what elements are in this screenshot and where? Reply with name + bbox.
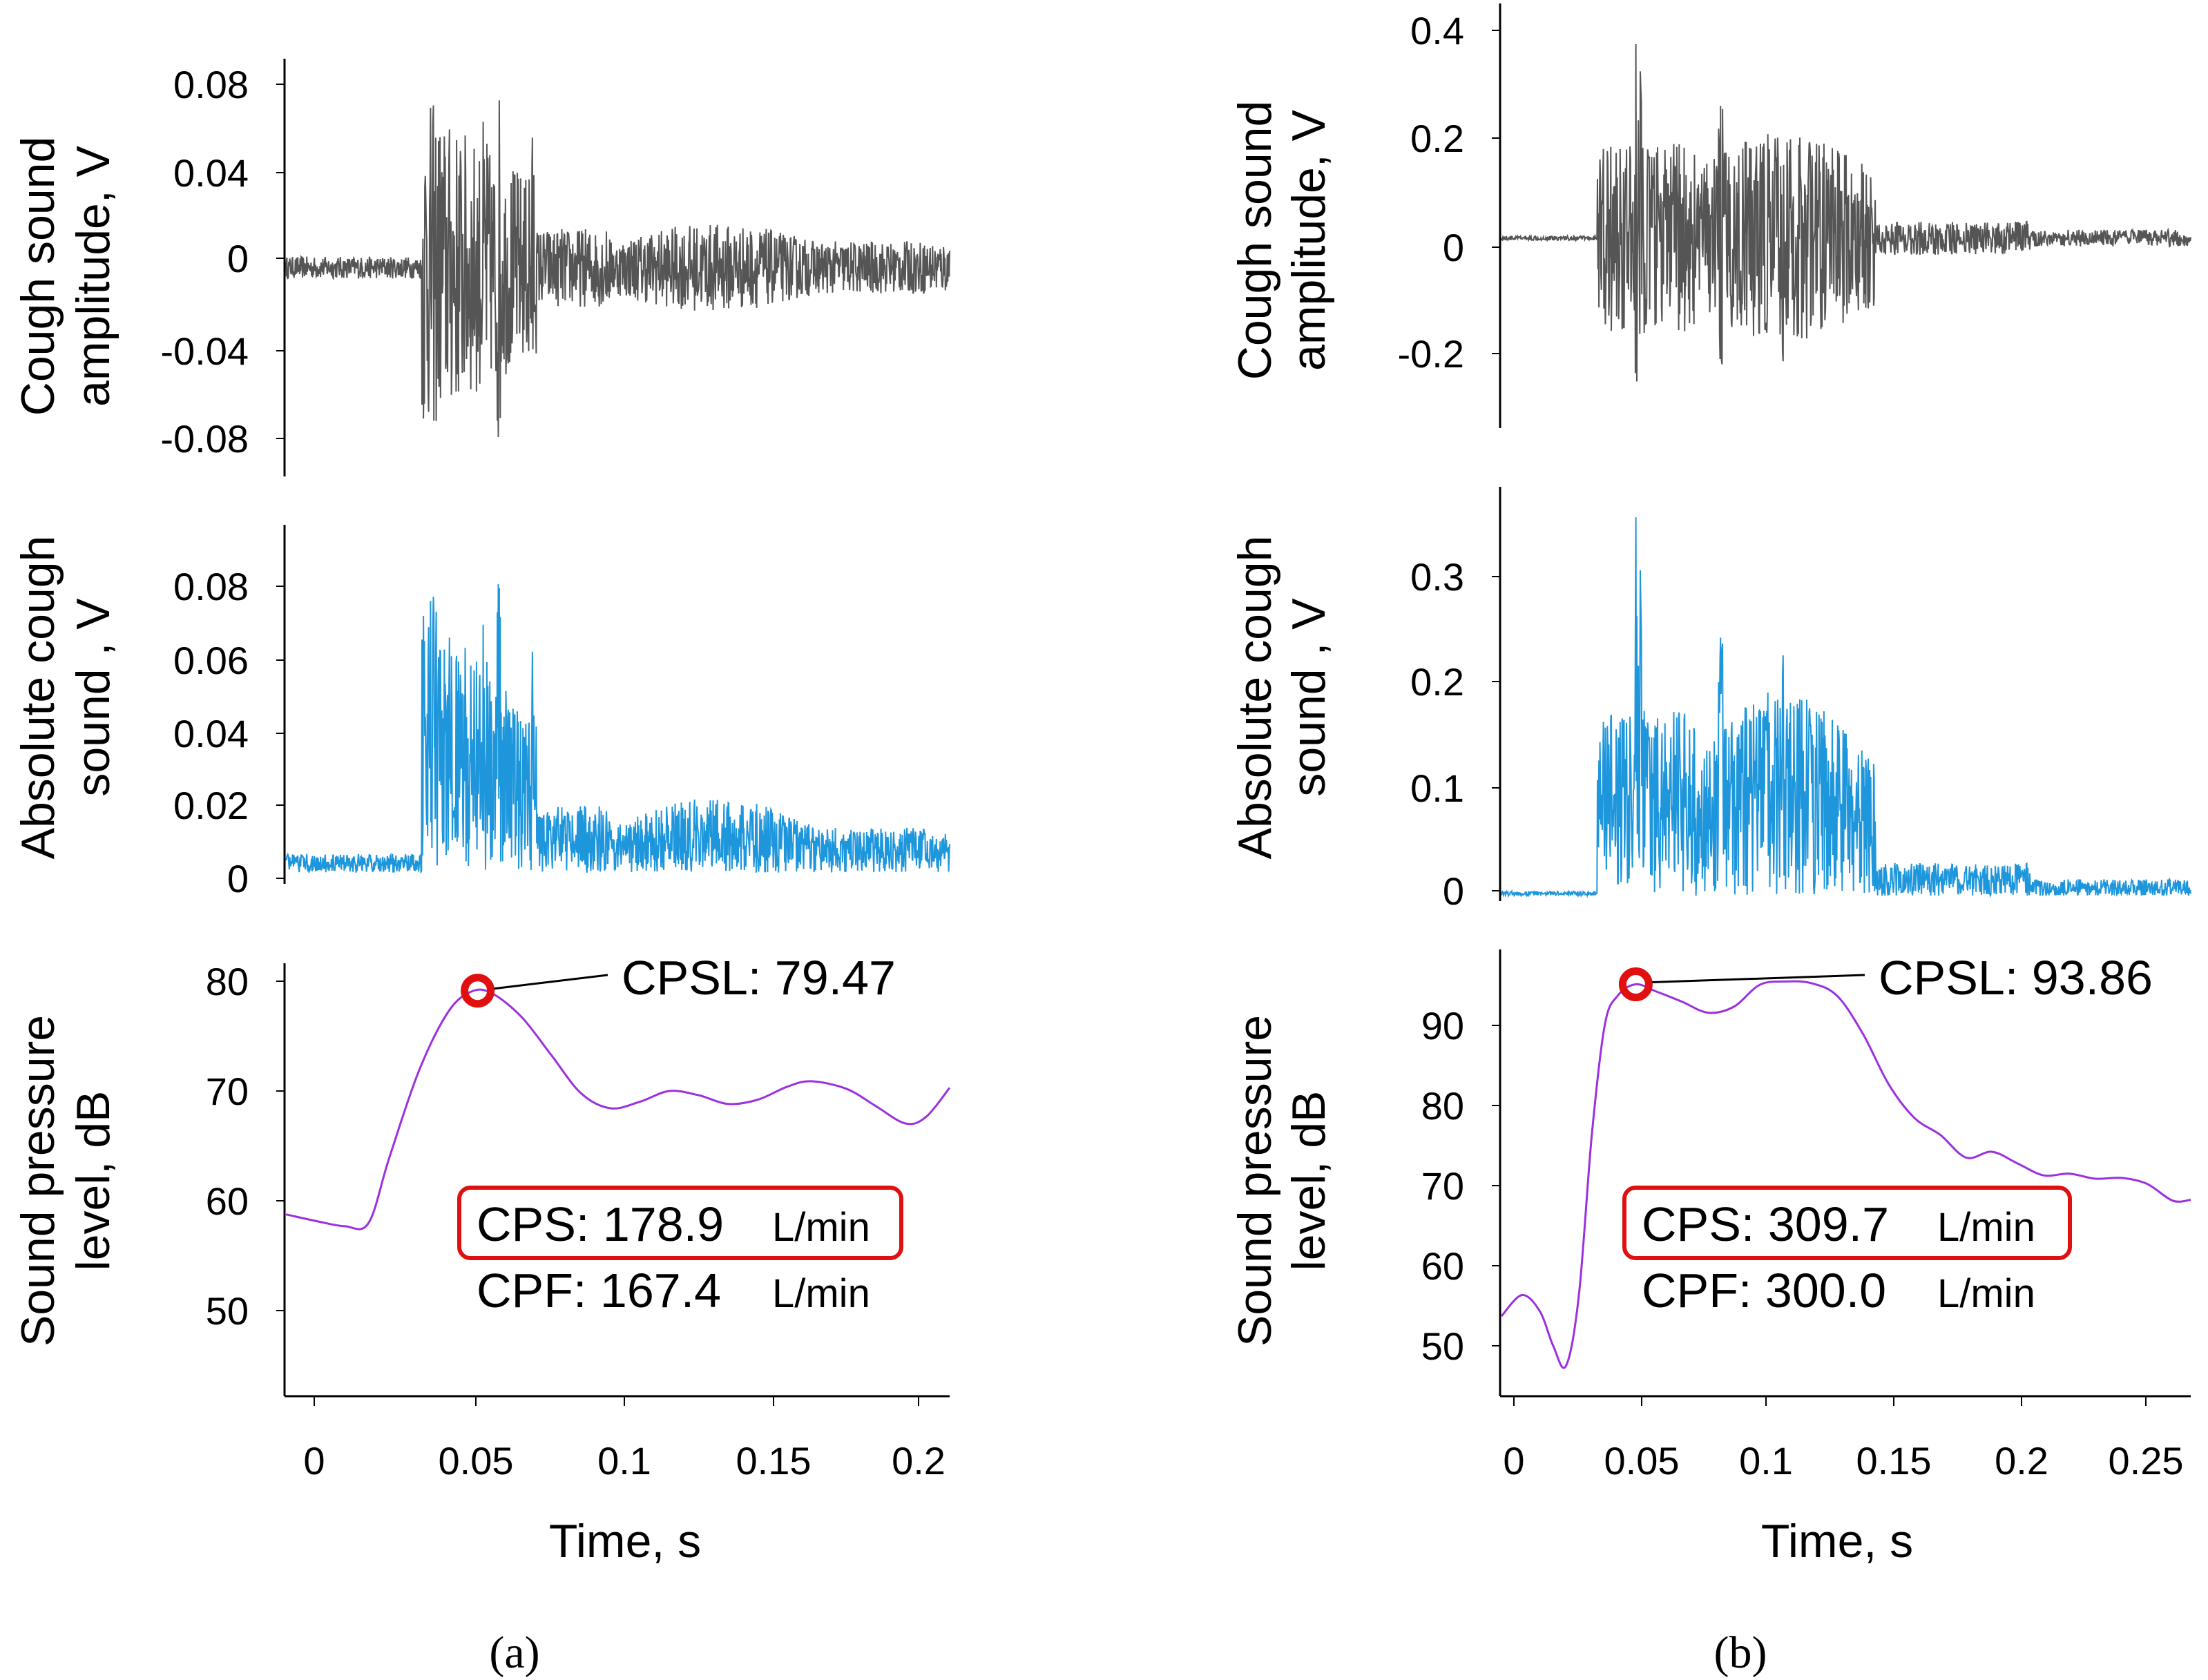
ytick-label: 0.08 xyxy=(173,565,249,608)
panel-b-amplitude-ylabel-line1: Cough sound xyxy=(1229,101,1281,380)
panel-a-spl-line xyxy=(285,988,951,1230)
panel-b-cps-value: CPS: 309.7 xyxy=(1642,1197,1889,1251)
ytick-label: 0.2 xyxy=(1410,117,1464,160)
panel-a-cpsl-label: CPSL: 79.47 xyxy=(622,951,896,1005)
ytick-label: 50 xyxy=(1421,1324,1464,1368)
panel-a-spl-ylabel-line1: Sound pressure xyxy=(12,1015,64,1346)
ytick-label: 0.08 xyxy=(173,63,249,106)
xtick-label: 0.05 xyxy=(439,1439,514,1483)
panel-b-spl-line xyxy=(1500,980,2191,1369)
xtick-label: 0.15 xyxy=(1856,1439,1932,1483)
panel-b-absolute-yticks: 0.3 0.2 0.1 0 xyxy=(1410,555,1500,913)
ytick-label: 0.02 xyxy=(173,784,249,827)
panel-a-amplitude-ylabel-line2: amplitude, V xyxy=(67,145,119,407)
panel-a: Cough sound amplitude, V 0.08 0.04 0 -0.… xyxy=(12,59,951,1678)
ytick-label: 0.4 xyxy=(1410,9,1464,52)
ytick-label: 0.2 xyxy=(1410,660,1464,704)
panel-b-cpsl-marker xyxy=(1618,967,1653,1001)
panel-b-label: (b) xyxy=(1714,1628,1767,1678)
ytick-label: 0 xyxy=(1443,226,1464,269)
xtick-label: 0.2 xyxy=(1995,1439,2048,1483)
ytick-label: 70 xyxy=(206,1070,249,1113)
ytick-label: 0.1 xyxy=(1410,766,1464,810)
panel-b-cpsl-label: CPSL: 93.86 xyxy=(1879,951,2153,1005)
ytick-label: 0.04 xyxy=(173,151,249,195)
panel-b-spl-ylabel-line1: Sound pressure xyxy=(1229,1015,1281,1346)
panel-a-label: (a) xyxy=(489,1628,539,1678)
ytick-label: -0.2 xyxy=(1398,332,1465,376)
ytick-label: 0.3 xyxy=(1410,555,1464,599)
panel-a-cps-box xyxy=(457,1186,903,1260)
xtick-label: 0 xyxy=(1503,1439,1524,1483)
panel-b-cps-unit: L/min xyxy=(1937,1205,2035,1250)
panel-b-xticks: 0 0.05 0.1 0.15 0.2 0.25 xyxy=(1503,1396,2184,1483)
panel-a-absolute-ylabel-line1: Absolute cough xyxy=(12,536,64,860)
panel-b-amplitude-yticks: 0.4 0.2 0 -0.2 xyxy=(1398,9,1500,376)
panel-b-amplitude-waveform xyxy=(1501,44,2191,382)
panel-b-spl-ylabel-line2: level, dB xyxy=(1283,1091,1335,1271)
ytick-label: -0.08 xyxy=(160,417,249,461)
panel-a-absolute-plot: Absolute cough sound , V 0.08 0.06 0.04 … xyxy=(12,525,950,900)
ytick-label: 90 xyxy=(1421,1004,1464,1047)
xtick-label: 0.05 xyxy=(1604,1439,1680,1483)
xtick-label: 0.1 xyxy=(597,1439,651,1483)
xtick-label: 0 xyxy=(303,1439,325,1483)
panel-a-xticks: 0 0.05 0.1 0.15 0.2 xyxy=(303,1396,945,1483)
panel-a-absolute-yticks: 0.08 0.06 0.04 0.02 0 xyxy=(173,565,285,900)
panel-b-cpf-unit: L/min xyxy=(1937,1271,2035,1316)
xtick-label: 0.25 xyxy=(2109,1439,2184,1483)
ytick-label: 80 xyxy=(206,960,249,1003)
panel-a-spl-yticks: 80 70 60 50 xyxy=(206,960,285,1333)
ytick-label: 80 xyxy=(1421,1084,1464,1128)
panel-b-cpsl-leader-line xyxy=(1652,974,1865,983)
panel-a-cps-unit: L/min xyxy=(772,1205,870,1250)
panel-b-cpf-value: CPF: 300.0 xyxy=(1642,1264,1886,1317)
panel-b-amplitude-ylabel-line2: amplitude, V xyxy=(1283,109,1335,371)
xtick-label: 0.1 xyxy=(1739,1439,1793,1483)
panel-b-amplitude-plot: Cough sound amplitude, V 0.4 0.2 0 -0.2 xyxy=(1229,3,2191,428)
ytick-label: 0 xyxy=(227,857,249,900)
panel-a-cpf-value: CPF: 167.4 xyxy=(477,1264,721,1317)
panel-b-cps-box xyxy=(1622,1186,2072,1260)
panel-b-spl-plot: Sound pressure level, dB 90 80 70 60 50 xyxy=(1229,949,2191,1483)
panel-a-spl-ylabel-line2: level, dB xyxy=(67,1091,119,1271)
ytick-label: 50 xyxy=(206,1289,249,1333)
ytick-label: 0 xyxy=(227,237,249,280)
ytick-label: 60 xyxy=(1421,1244,1464,1288)
xtick-label: 0.2 xyxy=(892,1439,945,1483)
ytick-label: 60 xyxy=(206,1179,249,1223)
ytick-label: 0.04 xyxy=(173,712,249,755)
panel-a-cps-value: CPS: 178.9 xyxy=(477,1197,724,1251)
panel-b-absolute-plot: Absolute cough sound , V 0.3 0.2 0.1 0 xyxy=(1229,487,2191,913)
panel-a-amplitude-ylabel-line1: Cough sound xyxy=(12,137,64,416)
panel-a-cpsl-leader-line xyxy=(494,974,608,990)
panel-b: Cough sound amplitude, V 0.4 0.2 0 -0.2 … xyxy=(1229,3,2191,1678)
ytick-label: -0.04 xyxy=(160,329,249,373)
panel-a-xlabel: Time, s xyxy=(549,1515,701,1567)
panel-b-absolute-trace xyxy=(1501,517,2191,898)
panel-a-cpf-unit: L/min xyxy=(772,1271,870,1316)
panel-b-absolute-ylabel-line2: sound , V xyxy=(1283,598,1335,797)
xtick-label: 0.15 xyxy=(736,1439,812,1483)
ytick-label: 70 xyxy=(1421,1164,1464,1208)
panel-a-spl-plot: Sound pressure level, dB 80 70 60 50 xyxy=(12,951,951,1483)
panel-a-amplitude-plot: Cough sound amplitude, V 0.08 0.04 0 -0.… xyxy=(12,59,950,476)
panel-b-absolute-ylabel-line1: Absolute cough xyxy=(1229,536,1281,860)
panel-a-cpsl-marker xyxy=(461,974,495,1008)
panel-b-xlabel: Time, s xyxy=(1761,1515,1913,1567)
panel-a-amplitude-waveform xyxy=(285,100,950,438)
panel-a-amplitude-yticks: 0.08 0.04 0 -0.04 -0.08 xyxy=(160,63,285,461)
ytick-label: 0.06 xyxy=(173,639,249,682)
panel-b-spl-yticks: 90 80 70 60 50 xyxy=(1421,1004,1500,1368)
panel-a-absolute-trace xyxy=(285,584,950,874)
ytick-label: 0 xyxy=(1443,869,1464,913)
panel-a-absolute-ylabel-line2: sound , V xyxy=(67,598,119,797)
